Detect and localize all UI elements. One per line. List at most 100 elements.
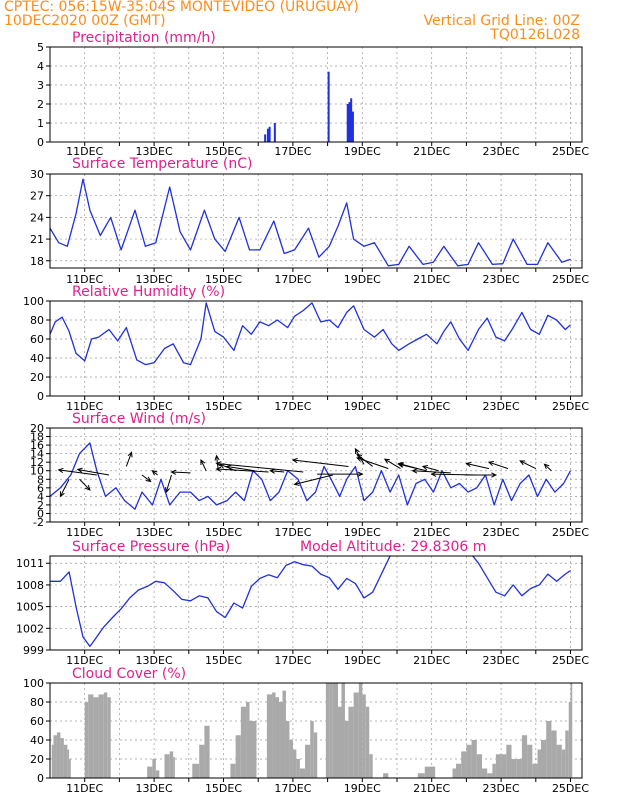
cloud-bar xyxy=(417,773,425,778)
precip-ytick-label: 0 xyxy=(37,136,44,149)
cloud-bar xyxy=(169,751,174,778)
cloud-bar xyxy=(107,697,111,778)
rh-xtick-label: 11DEC xyxy=(66,400,103,413)
temp-ytick-label: 21 xyxy=(30,233,44,246)
cloud-bar xyxy=(338,706,342,778)
temp-xtick-label: 19DEC xyxy=(344,273,381,286)
precip-bar xyxy=(346,104,349,142)
cloud-bar xyxy=(282,690,286,778)
precip-ytick-label: 5 xyxy=(37,41,44,54)
precip-bar xyxy=(350,98,353,142)
wind-arrow xyxy=(383,458,401,470)
wind-arrow xyxy=(465,461,490,470)
temp-xtick-label: 15DEC xyxy=(205,273,242,286)
precip-xtick-label: 25DEC xyxy=(552,145,589,158)
precip-xtick-label: 17DEC xyxy=(274,145,311,158)
pres-xtick-label: 17DEC xyxy=(274,654,311,667)
cloud-xtick-label: 11DEC xyxy=(66,782,103,795)
cloud-bar xyxy=(67,749,70,778)
pres-xtick-label: 11DEC xyxy=(66,654,103,667)
rh-xtick-label: 21DEC xyxy=(413,400,450,413)
wind-xtick-label: 11DEC xyxy=(66,526,103,539)
pres-xtick-label: 15DEC xyxy=(205,654,242,667)
cloud-ytick-label: 60 xyxy=(30,715,44,728)
cloud-title: Cloud Cover (%) xyxy=(72,666,186,682)
cloud-bar xyxy=(532,763,538,778)
wind-xtick-label: 23DEC xyxy=(483,526,520,539)
wind-ytick-label: 0 xyxy=(37,507,44,520)
wind-arrow xyxy=(411,468,451,474)
pres-xtick-label: 21DEC xyxy=(413,654,450,667)
cloud-bar xyxy=(88,694,94,778)
wind-arrow xyxy=(141,474,152,483)
wind-xtick-label: 15DEC xyxy=(205,526,242,539)
precip-bar xyxy=(327,71,330,142)
cloud-bar xyxy=(344,721,349,778)
wind-ytick-label: 8 xyxy=(37,473,44,486)
temp-ytick-label: 27 xyxy=(30,190,44,203)
cloud-bar xyxy=(546,721,552,778)
cloud-xtick-label: 25DEC xyxy=(552,782,589,795)
temp-xtick-label: 11DEC xyxy=(66,273,103,286)
chart-header: CPTEC: 056:15W-35:04S MONTEVIDEO (URUGUA… xyxy=(0,0,618,46)
wind-arrow xyxy=(200,459,207,471)
cloud-ytick-label: 100 xyxy=(23,677,44,690)
cloud-ytick-label: 80 xyxy=(30,696,44,709)
wind-arrow xyxy=(430,471,477,477)
precip-xtick-label: 19DEC xyxy=(344,145,381,158)
wind-arrow xyxy=(170,469,191,475)
wind-ytick-label: 18 xyxy=(30,431,44,444)
wind-ytick-label: 20 xyxy=(30,422,44,435)
cloud-bar xyxy=(292,749,297,778)
cloud-bar xyxy=(63,744,68,778)
cloud-bar xyxy=(487,773,493,778)
temp-frame xyxy=(49,173,583,269)
cloud-bar xyxy=(521,735,528,778)
rh-ytick-label: 80 xyxy=(30,314,44,327)
cloud-bar xyxy=(98,694,104,778)
wind-arrow xyxy=(79,478,91,491)
cloud-bar xyxy=(152,759,156,778)
cloud-xtick-label: 13DEC xyxy=(136,782,173,795)
rh-panel: 0 20 40 60 80 100 11DEC 13DEC 15DEC 17DEC 19DEC 21D… xyxy=(23,284,589,413)
wind-ytick-label: 6 xyxy=(37,482,44,495)
cloud-bar xyxy=(296,759,300,778)
cloud-bar xyxy=(362,694,366,778)
temp-xtick-label: 23DEC xyxy=(483,273,520,286)
cloud-bar xyxy=(369,754,373,778)
cloud-bar xyxy=(482,768,488,778)
precip-bar xyxy=(351,111,354,142)
cloud-bar xyxy=(358,683,363,778)
cloud-bar xyxy=(565,730,569,778)
grid-note-label: Vertical Grid Line: 00Z xyxy=(423,13,580,29)
cloud-bar xyxy=(164,754,170,778)
cloud-bar xyxy=(155,770,160,778)
temp-xtick-label: 25DEC xyxy=(552,273,589,286)
rh-xtick-label: 13DEC xyxy=(136,400,173,413)
temp-ytick-label: 18 xyxy=(30,255,44,268)
cloud-bar xyxy=(275,697,280,778)
wind-arrow xyxy=(57,467,97,476)
pres-ytick-label: 1005 xyxy=(16,601,44,614)
cloud-bar xyxy=(365,706,370,778)
cloud-bar xyxy=(353,692,359,778)
cloud-bar xyxy=(466,744,472,778)
pres-ytick-label: 999 xyxy=(23,644,44,657)
wind-ytick-label: -2 xyxy=(33,516,44,529)
rh-ytick-label: 100 xyxy=(23,295,44,308)
temp-title: Surface Temperature (nC) xyxy=(72,156,253,172)
cloud-bar xyxy=(537,749,542,778)
wind-arrow xyxy=(421,465,439,472)
cloud-bar xyxy=(299,768,306,778)
cloud-xtick-label: 23DEC xyxy=(483,782,520,795)
wind-arrow xyxy=(397,462,427,472)
temp-ytick-label: 30 xyxy=(30,168,44,181)
wind-arrow xyxy=(164,474,172,494)
pres-ytick-label: 1008 xyxy=(16,579,44,592)
cloud-bar xyxy=(246,702,250,778)
temp-xtick-label: 17DEC xyxy=(274,273,311,286)
wind-arrow xyxy=(59,479,70,498)
cloud-bar xyxy=(285,721,290,778)
wind-arrow xyxy=(215,466,269,473)
